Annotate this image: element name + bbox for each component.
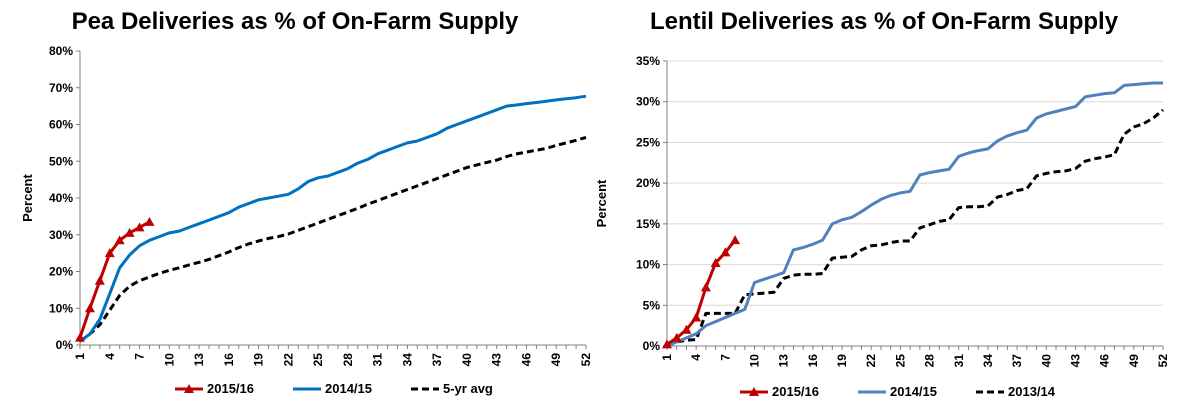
chart1-series-line-2014-15 xyxy=(666,81,1163,348)
chart0-y-tick-label: 60% xyxy=(49,118,73,132)
chart0-y-tick-label: 30% xyxy=(49,228,73,242)
chart0-x-tick-label: 13 xyxy=(192,353,206,367)
chart1-x-tick-label: 28 xyxy=(923,354,937,368)
chart0-data-point xyxy=(75,332,85,342)
chart0-data-point xyxy=(84,303,95,313)
chart0-legend-label: 2014/15 xyxy=(325,381,372,396)
chart1-data-point xyxy=(710,257,721,267)
chart0-y-tick-label: 50% xyxy=(49,154,73,168)
chart1-y-tick-label: 0% xyxy=(643,339,661,353)
lentil-chart-svg: 0% 5% 10% 15% 20% 25% 30% 35% 1 4 7 10 13 16 19 22 25 28 3… xyxy=(594,54,1170,399)
chart0-x-tick-label: 31 xyxy=(371,353,385,367)
chart0-x-tick-label: 1 xyxy=(73,353,87,360)
chart1-y-tick-label: 35% xyxy=(636,54,660,68)
chart0-x-tick-label: 37 xyxy=(430,353,444,367)
chart0-x-tick-label: 19 xyxy=(252,353,266,367)
chart1-y-tick-label: 25% xyxy=(636,135,660,149)
chart0-y-tick-label: 10% xyxy=(49,301,73,315)
chart1-x-tick-label: 10 xyxy=(748,354,762,368)
chart0-legend-label: 5-yr avg xyxy=(443,381,493,396)
chart1-x-tick-label: 4 xyxy=(689,354,703,361)
chart0-y-tick-label: 80% xyxy=(49,44,73,58)
pea-chart-panel: Pea Deliveries as % of On-Farm Supply 0%… xyxy=(20,8,590,396)
chart1-x-tick-label: 52 xyxy=(1156,354,1170,368)
chart1-y-tick-label: 30% xyxy=(636,95,660,109)
chart0-data-point xyxy=(94,275,105,285)
chart1-x-tick-label: 46 xyxy=(1098,354,1112,368)
chart0-x-tick-label: 22 xyxy=(281,353,295,367)
chart1-x-tick-label: 25 xyxy=(893,354,907,368)
chart1-x-tick-label: 7 xyxy=(718,354,732,361)
chart0-x-tick-label: 16 xyxy=(222,353,236,367)
lentil-chart-title: Lentil Deliveries as % of On-Farm Supply xyxy=(649,8,1119,35)
chart1-data-point xyxy=(662,339,672,349)
chart0-y-tick-label: 40% xyxy=(49,191,73,205)
chart0-series-line-2014-15 xyxy=(79,94,587,343)
chart0-x-tick-label: 10 xyxy=(162,353,176,367)
pea-chart-svg: 0% 10% 20% 30% 40% 50% 60% 70% 80% 1 4 7 10 13 16 19 22 2… xyxy=(20,44,590,396)
chart1-legend-label: 2015/16 xyxy=(772,384,819,399)
chart1-y-tick-label: 10% xyxy=(636,258,660,272)
chart1-y-axis-label: Percent xyxy=(594,179,609,227)
chart1-data-point xyxy=(700,282,711,292)
chart1-x-tick-label: 43 xyxy=(1068,354,1082,368)
chart1-x-tick-label: 1 xyxy=(660,354,674,361)
chart0-x-tick-label: 34 xyxy=(400,353,414,367)
chart1-data-point xyxy=(720,247,731,257)
chart0-x-tick-label: 4 xyxy=(103,353,117,360)
chart1-x-tick-label: 19 xyxy=(835,354,849,368)
chart0-legend-label: 2015/16 xyxy=(207,381,254,396)
chart1-data-point xyxy=(681,324,692,334)
chart1-data-point xyxy=(730,235,741,245)
chart1-x-tick-label: 37 xyxy=(1010,354,1024,368)
chart1-x-tick-label: 13 xyxy=(777,354,791,368)
chart1-x-tick-label: 16 xyxy=(806,354,820,368)
chart0-data-point xyxy=(114,235,125,245)
chart1-data-point xyxy=(691,312,702,322)
chart1-x-tick-label: 40 xyxy=(1039,354,1053,368)
chart0-x-tick-label: 25 xyxy=(311,353,325,367)
chart0-x-tick-label: 7 xyxy=(133,353,147,360)
chart1-x-tick-label: 49 xyxy=(1127,354,1141,368)
chart0-x-tick-label: 52 xyxy=(579,353,590,367)
chart0-x-tick-label: 28 xyxy=(341,353,355,367)
chart1-legend-label: 2013/14 xyxy=(1008,384,1056,399)
pea-chart-title: Pea Deliveries as % of On-Farm Supply xyxy=(71,8,519,35)
chart1-legend-label: 2014/15 xyxy=(890,384,937,399)
chart0-y-tick-label: 70% xyxy=(49,81,73,95)
chart0-y-tick-label: 0% xyxy=(56,338,74,352)
chart0-data-point xyxy=(104,248,115,258)
chart0-x-tick-label: 49 xyxy=(549,353,563,367)
chart1-x-tick-label: 34 xyxy=(981,354,995,368)
chart0-legend-marker xyxy=(184,384,194,393)
chart0-data-point xyxy=(124,227,135,237)
chart0-y-tick-label: 20% xyxy=(49,265,73,279)
chart0-x-tick-label: 46 xyxy=(519,353,533,367)
chart1-legend-marker xyxy=(749,387,759,396)
chart1-x-tick-label: 22 xyxy=(864,354,878,368)
chart0-y-axis-label: Percent xyxy=(20,173,35,221)
chart1-x-tick-label: 31 xyxy=(952,354,966,368)
chart1-data-point xyxy=(671,332,682,342)
chart0-data-point xyxy=(134,222,145,232)
chart0-x-tick-label: 40 xyxy=(460,353,474,367)
chart1-y-tick-label: 20% xyxy=(636,176,660,190)
chart0-x-tick-label: 43 xyxy=(490,353,504,367)
chart0-series-line-5-yr-avg xyxy=(79,135,587,343)
lentil-chart-panel: Lentil Deliveries as % of On-Farm Supply… xyxy=(590,0,1178,403)
chart1-y-tick-label: 5% xyxy=(643,298,661,312)
chart1-y-tick-label: 15% xyxy=(636,217,660,231)
chart0-data-point xyxy=(144,216,155,226)
